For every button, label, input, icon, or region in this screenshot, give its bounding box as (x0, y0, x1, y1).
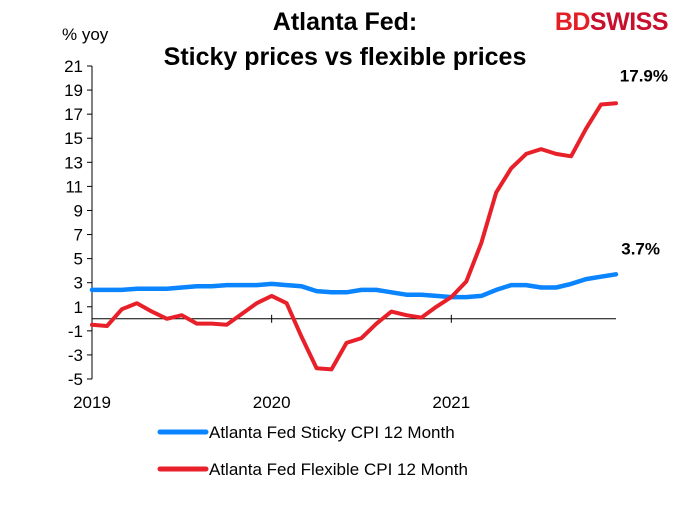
axes (91, 66, 616, 379)
y-tick-label: 21 (64, 57, 83, 76)
x-tick-label: 2019 (73, 393, 111, 412)
y-tick-label: 1 (74, 298, 83, 317)
series-lines (89, 101, 619, 372)
sticky-cpi-line (89, 272, 619, 300)
legend-label-sticky: Atlanta Fed Sticky CPI 12 Month (209, 423, 455, 442)
y-axis-unit-label: % yoy (62, 25, 109, 44)
chart-title-line-2: Sticky prices vs flexible prices (164, 43, 527, 71)
y-tick-label: -5 (68, 370, 83, 389)
y-tick-label: 11 (65, 177, 83, 196)
y-tick-label: -1 (68, 322, 83, 341)
x-tick-label: 2021 (432, 393, 470, 412)
legend: Atlanta Fed Sticky CPI 12 Month Atlanta … (157, 423, 468, 479)
flexible-end-label: 17.9% (620, 66, 668, 85)
x-tick-label: 2020 (253, 393, 291, 412)
y-tick-label: 17 (64, 105, 83, 124)
y-tick-label: 7 (74, 226, 83, 245)
y-tick-label: -3 (68, 346, 83, 365)
brand-logo-part-2: SWISS (590, 8, 668, 36)
brand-logo-part-1: BD (555, 8, 590, 36)
y-axis-ticks: 21 19 17 15 13 11 9 7 5 3 1 -1 -3 -5 (64, 57, 92, 389)
flexible-cpi-line (90, 101, 618, 372)
y-tick-label: 15 (64, 129, 83, 148)
y-tick-label: 19 (64, 81, 83, 100)
chart-title-line-1: Atlanta Fed: (273, 8, 417, 36)
y-tick-label: 3 (74, 274, 83, 293)
y-tick-label: 5 (74, 250, 83, 269)
x-axis-ticks: 2019 2020 2021 (73, 314, 470, 412)
legend-label-flexible: Atlanta Fed Flexible CPI 12 Month (209, 460, 468, 479)
brand-logo: BDSWISS (555, 8, 668, 36)
y-tick-label: 9 (74, 201, 83, 220)
sticky-end-label: 3.7% (621, 239, 660, 258)
y-tick-label: 13 (64, 153, 83, 172)
